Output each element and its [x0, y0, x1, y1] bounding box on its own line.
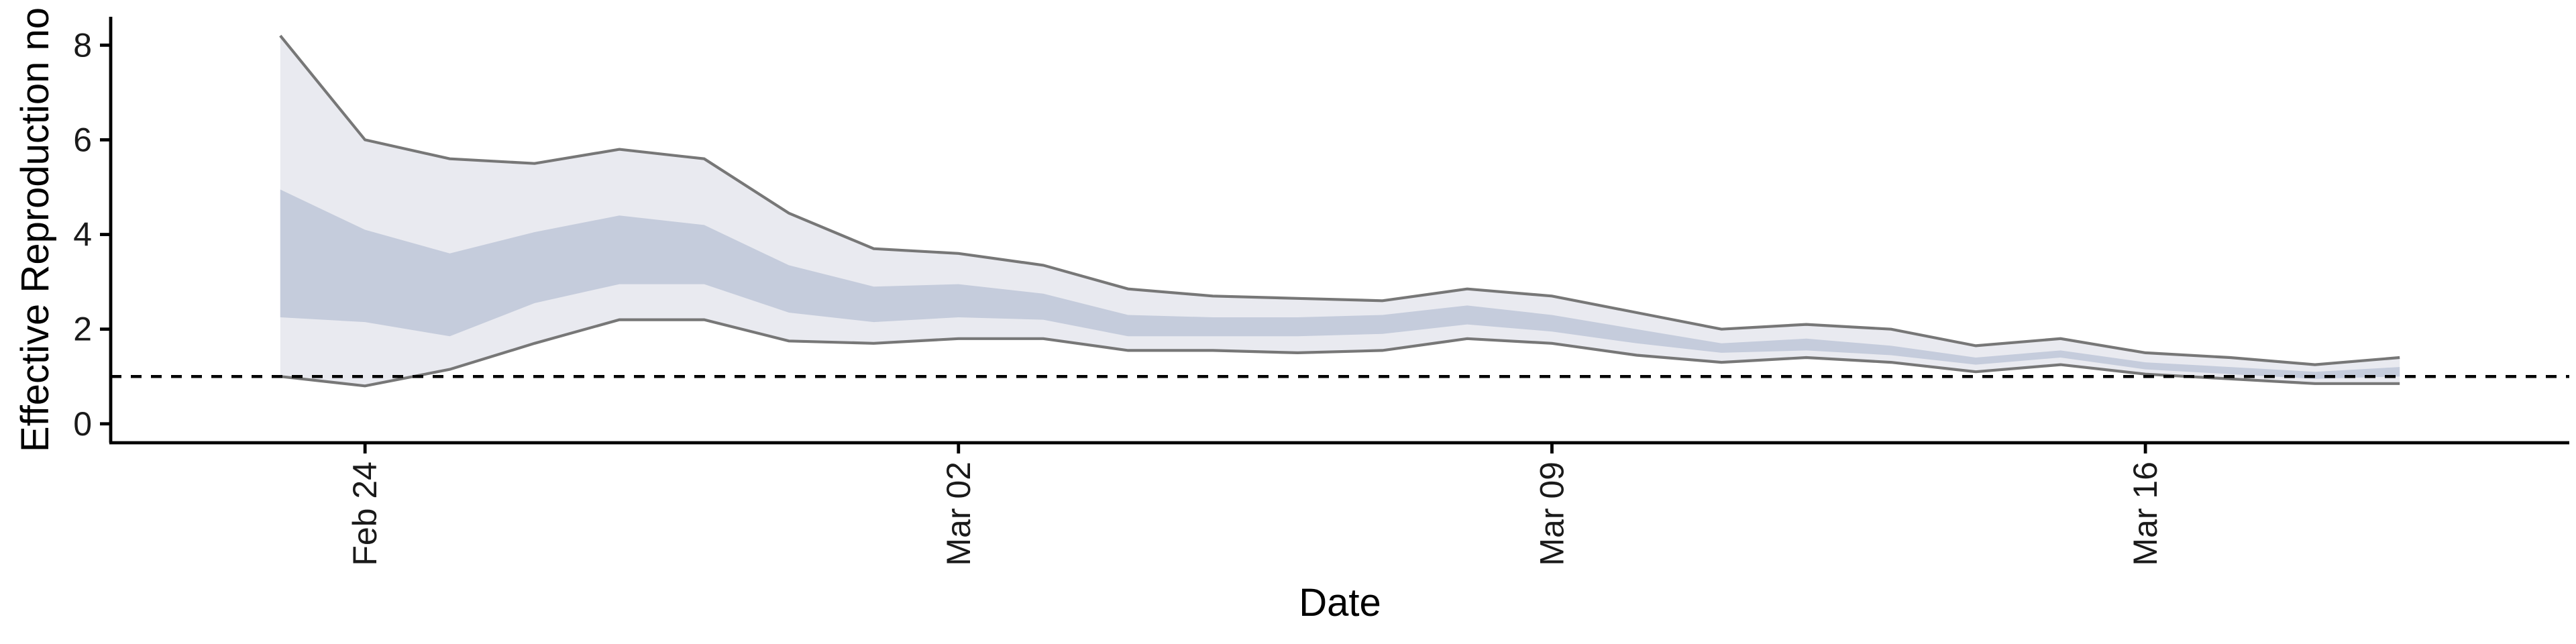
plot-area — [111, 34, 2569, 388]
y-tick-label: 6 — [73, 121, 92, 158]
axes: 0 2 4 6 8 Feb 24 Mar 02 Mar 09 Mar 16 — [73, 17, 2569, 566]
y-axis-label: Effective Reproduction no — [13, 7, 57, 452]
lower-bound-line — [280, 318, 2400, 388]
y-tick-label: 8 — [73, 26, 92, 64]
y-tick-label: 0 — [73, 405, 92, 443]
x-tick-label: Mar 16 — [2127, 462, 2164, 566]
x-axis-label: Date — [1299, 581, 1381, 625]
x-tick-label: Mar 09 — [1533, 462, 1570, 566]
y-tick-label: 2 — [73, 311, 92, 348]
x-tick-label: Feb 24 — [346, 462, 384, 566]
x-tick-label: Mar 02 — [940, 462, 977, 566]
upper-bound-line — [279, 34, 2400, 366]
y-tick-label: 4 — [73, 216, 92, 254]
